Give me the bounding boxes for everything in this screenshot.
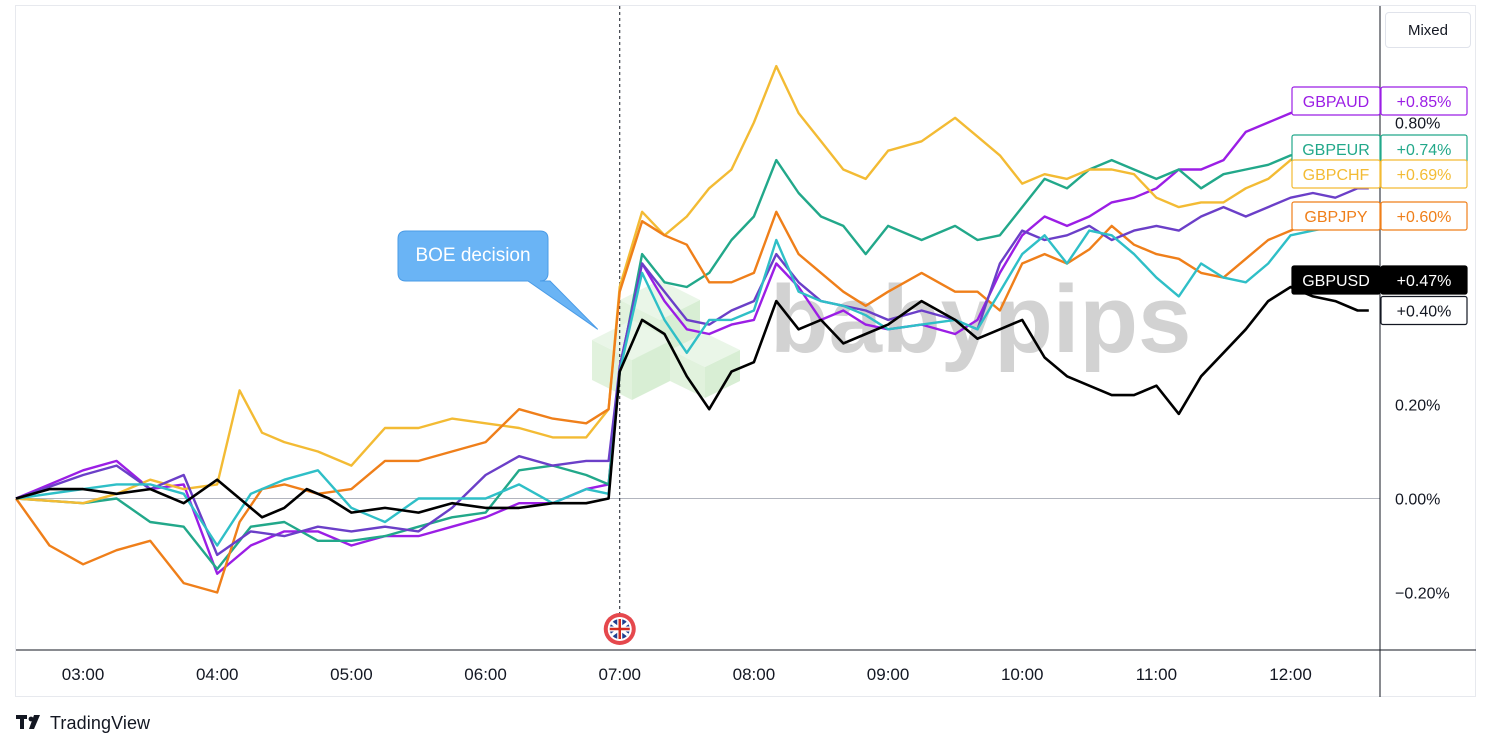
x-tick-label: 07:00	[598, 665, 641, 684]
uk-flag-icon[interactable]	[603, 613, 636, 645]
series-change-label: +0.69%	[1397, 167, 1452, 184]
series-change-label: +0.47%	[1397, 273, 1452, 290]
series-change-label: +0.85%	[1397, 94, 1452, 111]
scale-mode-button[interactable]: Mixed	[1385, 12, 1471, 48]
series-name-label: GBPUSD	[1302, 273, 1370, 290]
series-line-gbpeur	[15, 149, 1370, 571]
series-line-gbpaud	[15, 98, 1370, 575]
series-change-box	[1380, 159, 1468, 189]
series-label-gbpusd[interactable]: GBPUSD +0.47%	[1291, 265, 1468, 295]
y-tick-label: 0.00%	[1395, 492, 1440, 509]
series-line-gbpchf	[15, 64, 1370, 505]
series-label-gbpeur[interactable]: GBPEUR +0.74%	[1291, 134, 1468, 164]
series-name-label: GBPEUR	[1302, 142, 1370, 159]
series-change-box	[1380, 201, 1468, 231]
x-tick-label: 04:00	[196, 665, 239, 684]
tradingview-wordmark: TradingView	[50, 713, 151, 733]
x-tick-label: 11:00	[1136, 665, 1177, 684]
x-tick-label: 06:00	[464, 665, 507, 684]
tradingview-branding[interactable]: TradingView	[16, 713, 150, 734]
series-line-gbpnzd	[15, 206, 1370, 547]
x-tick-label: 10:00	[1001, 665, 1044, 684]
x-tick-label: 03:00	[62, 665, 105, 684]
annotation-callout[interactable]	[397, 230, 599, 330]
x-tick-label: 09:00	[867, 665, 910, 684]
series-label-gbpchf[interactable]: GBPCHF +0.69%	[1291, 159, 1468, 189]
series-name-box	[1291, 159, 1381, 189]
series-name-box	[1291, 86, 1381, 116]
series-name-label: GBPAUD	[1303, 94, 1369, 111]
series-change-box	[1380, 86, 1468, 116]
series-line-gbpjpy	[15, 210, 1370, 594]
y-tick-label: 0.20%	[1395, 398, 1440, 415]
series-line-gbpusd	[15, 285, 1369, 519]
x-tick-label: 08:00	[733, 665, 776, 684]
y-extra-label: 0.80%	[1395, 116, 1440, 133]
price-label: +0.40%	[1397, 304, 1452, 321]
chart-panel	[15, 5, 1476, 697]
series-label-gbpaud[interactable]: GBPAUD +0.85%	[1291, 86, 1468, 116]
x-tick-label: 05:00	[330, 665, 373, 684]
tradingview-logo-icon	[16, 714, 40, 729]
series-label-gbpjpy[interactable]: GBPJPY +0.60%	[1291, 201, 1468, 231]
price-label-box	[1380, 295, 1468, 326]
y-tick-label: −0.20%	[1395, 586, 1450, 603]
series-change-label: +0.60%	[1397, 209, 1452, 226]
series-name-box	[1291, 265, 1381, 295]
series-name-label: GBPJPY	[1304, 209, 1367, 226]
x-tick-label: 12:00	[1269, 665, 1312, 684]
series-change-label: +0.74%	[1397, 142, 1452, 159]
series-name-label: GBPCHF	[1303, 167, 1370, 184]
annotation-text: BOE decision	[415, 245, 530, 266]
series-change-box	[1380, 265, 1468, 295]
series-name-box	[1291, 201, 1381, 231]
